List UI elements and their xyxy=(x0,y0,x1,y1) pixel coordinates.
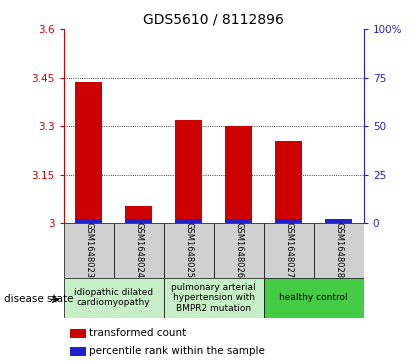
Bar xyxy=(64,223,114,278)
Text: GSM1648023: GSM1648023 xyxy=(84,223,93,278)
Bar xyxy=(70,329,86,338)
Bar xyxy=(64,278,164,318)
Bar xyxy=(275,219,302,223)
Bar xyxy=(225,126,252,223)
Bar xyxy=(175,120,203,223)
Text: percentile rank within the sample: percentile rank within the sample xyxy=(89,346,265,356)
Text: GSM1648024: GSM1648024 xyxy=(134,223,143,278)
Bar xyxy=(164,278,264,318)
Bar xyxy=(225,219,252,223)
Text: GSM1648028: GSM1648028 xyxy=(334,223,343,278)
Bar xyxy=(114,223,164,278)
Bar xyxy=(70,347,86,356)
Bar xyxy=(264,278,364,318)
Text: transformed count: transformed count xyxy=(89,328,187,338)
Text: GSM1648027: GSM1648027 xyxy=(284,223,293,278)
Bar xyxy=(275,141,302,223)
Bar xyxy=(164,223,214,278)
Bar xyxy=(75,219,102,223)
Bar xyxy=(125,219,152,223)
Bar xyxy=(175,219,203,223)
Text: GSM1648025: GSM1648025 xyxy=(184,223,193,278)
Title: GDS5610 / 8112896: GDS5610 / 8112896 xyxy=(143,12,284,26)
Bar xyxy=(214,223,264,278)
Bar xyxy=(75,82,102,223)
Text: pulmonary arterial
hypertension with
BMPR2 mutation: pulmonary arterial hypertension with BMP… xyxy=(171,283,256,313)
Bar xyxy=(325,219,353,223)
Text: GSM1648026: GSM1648026 xyxy=(234,223,243,278)
Text: idiopathic dilated
cardiomyopathy: idiopathic dilated cardiomyopathy xyxy=(74,288,153,307)
Bar xyxy=(125,207,152,223)
Bar xyxy=(314,223,364,278)
Text: disease state: disease state xyxy=(4,294,74,305)
Text: healthy control: healthy control xyxy=(279,293,348,302)
Bar xyxy=(264,223,314,278)
